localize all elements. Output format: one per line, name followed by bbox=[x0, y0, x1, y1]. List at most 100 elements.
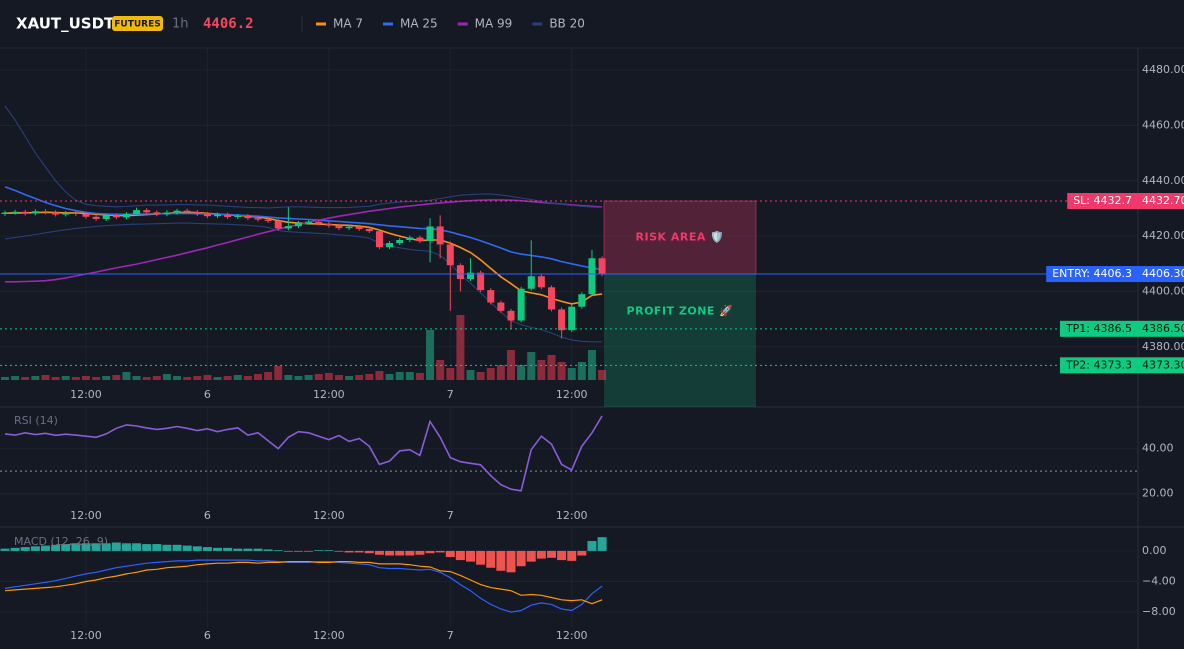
level-label: ENTRY: 4406.3 bbox=[1052, 267, 1132, 280]
volume-bar bbox=[466, 370, 475, 380]
volume-bar bbox=[1, 377, 9, 380]
candle-body bbox=[122, 214, 130, 218]
candle-body bbox=[527, 276, 535, 289]
volume-bar bbox=[486, 368, 495, 380]
x-tick-label: 6 bbox=[204, 629, 211, 642]
candle-body bbox=[436, 226, 444, 245]
candle-body bbox=[568, 306, 576, 331]
volume-bar bbox=[71, 377, 80, 380]
volume-bar bbox=[547, 355, 556, 380]
candle-body bbox=[375, 231, 383, 248]
candle-body bbox=[396, 240, 404, 244]
volume-bar bbox=[365, 374, 374, 380]
candle-body bbox=[325, 223, 333, 226]
interval: 1h bbox=[172, 17, 189, 32]
volume-bar bbox=[567, 368, 576, 380]
volume-bar bbox=[41, 375, 50, 380]
volume-bar bbox=[314, 374, 323, 380]
x-tick-label: 7 bbox=[447, 509, 454, 522]
level-label: SL: 4432.7 bbox=[1073, 194, 1132, 207]
candle-body bbox=[244, 215, 252, 219]
candle-body bbox=[537, 276, 545, 288]
volume-bar bbox=[122, 372, 131, 380]
histogram-bar bbox=[557, 550, 567, 561]
candle-body bbox=[153, 212, 161, 215]
volume-bar bbox=[183, 377, 192, 380]
histogram-bar bbox=[132, 543, 142, 551]
histogram-bar bbox=[587, 540, 597, 551]
histogram-bar bbox=[385, 550, 395, 556]
histogram-bar bbox=[51, 544, 61, 551]
volume-bar bbox=[51, 377, 60, 380]
level-price: 4373.30 bbox=[1142, 358, 1184, 371]
candle-body bbox=[416, 237, 424, 242]
y-tick-label: 20.00 bbox=[1142, 487, 1174, 500]
y-tick-label: 40.00 bbox=[1142, 442, 1174, 455]
y-tick-label: 4440.00 bbox=[1142, 174, 1184, 187]
x-tick-label: 12:00 bbox=[556, 388, 588, 401]
y-tick-label: 4420.00 bbox=[1142, 229, 1184, 242]
histogram-bar bbox=[567, 550, 577, 561]
volume-bar bbox=[496, 365, 505, 380]
x-tick-label: 12:00 bbox=[556, 509, 588, 522]
candle-body bbox=[305, 221, 313, 223]
level-tag: TP1: 4386.5 4386.50 bbox=[1059, 320, 1184, 337]
volume-bar bbox=[375, 371, 384, 380]
histogram-bar bbox=[213, 547, 223, 551]
zone-label: PROFIT ZONE 🚀 bbox=[627, 304, 734, 317]
y-tick-label: −4.00 bbox=[1142, 574, 1176, 587]
candle-body bbox=[588, 258, 596, 295]
histogram-bar bbox=[304, 550, 314, 552]
pane-title: MACD (12, 26, 9) bbox=[14, 535, 108, 548]
level-tag-bg bbox=[1067, 192, 1184, 209]
histogram-bar bbox=[273, 550, 283, 551]
volume-bar bbox=[31, 376, 40, 380]
histogram-bar bbox=[415, 550, 425, 555]
level-tag-bg bbox=[1059, 357, 1184, 374]
histogram-bar bbox=[101, 543, 111, 551]
volume-bar bbox=[203, 375, 212, 380]
candle-body bbox=[31, 211, 39, 214]
candle-body bbox=[254, 218, 262, 220]
x-tick-label: 12:00 bbox=[313, 388, 345, 401]
candle-body bbox=[224, 214, 232, 218]
volume-bar bbox=[446, 368, 455, 380]
histogram-bar bbox=[577, 550, 587, 556]
volume-bar bbox=[345, 376, 354, 380]
candle-body bbox=[163, 212, 171, 215]
histogram-bar bbox=[546, 550, 556, 558]
candle-body bbox=[497, 302, 505, 311]
level-price: 4406.30 bbox=[1142, 267, 1184, 280]
x-tick-label: 12:00 bbox=[556, 629, 588, 642]
volume-bar bbox=[537, 360, 546, 380]
candle-body bbox=[335, 225, 343, 229]
histogram-bar bbox=[435, 550, 445, 553]
x-tick-label: 12:00 bbox=[70, 629, 102, 642]
volume-bar bbox=[324, 373, 333, 380]
candle-body bbox=[102, 215, 110, 219]
candle-body bbox=[517, 288, 525, 321]
volume-bar bbox=[405, 372, 414, 380]
histogram-bar bbox=[364, 550, 374, 554]
volume-bar bbox=[436, 360, 445, 380]
candle-body bbox=[426, 226, 434, 242]
zone-label: RISK AREA 🛡️ bbox=[636, 231, 725, 244]
volume-bar bbox=[61, 376, 70, 380]
histogram-bar bbox=[344, 550, 354, 553]
level-tag: SL: 4432.7 4432.70 bbox=[1067, 192, 1184, 209]
volume-bar bbox=[415, 373, 424, 380]
candle-body bbox=[487, 290, 495, 303]
histogram-bar bbox=[172, 544, 182, 551]
badge-bg bbox=[112, 16, 163, 31]
level-tag-bg bbox=[1059, 320, 1184, 337]
level-price: 4386.50 bbox=[1142, 322, 1184, 335]
y-tick-label: −8.00 bbox=[1142, 605, 1176, 618]
volume-bar bbox=[527, 352, 536, 380]
histogram-bar bbox=[496, 550, 506, 571]
ma-line bbox=[5, 199, 603, 283]
histogram-bar bbox=[111, 542, 121, 551]
histogram-bar bbox=[30, 546, 40, 551]
candle-body bbox=[467, 272, 475, 280]
level-label: TP2: 4373.3 bbox=[1065, 358, 1132, 371]
